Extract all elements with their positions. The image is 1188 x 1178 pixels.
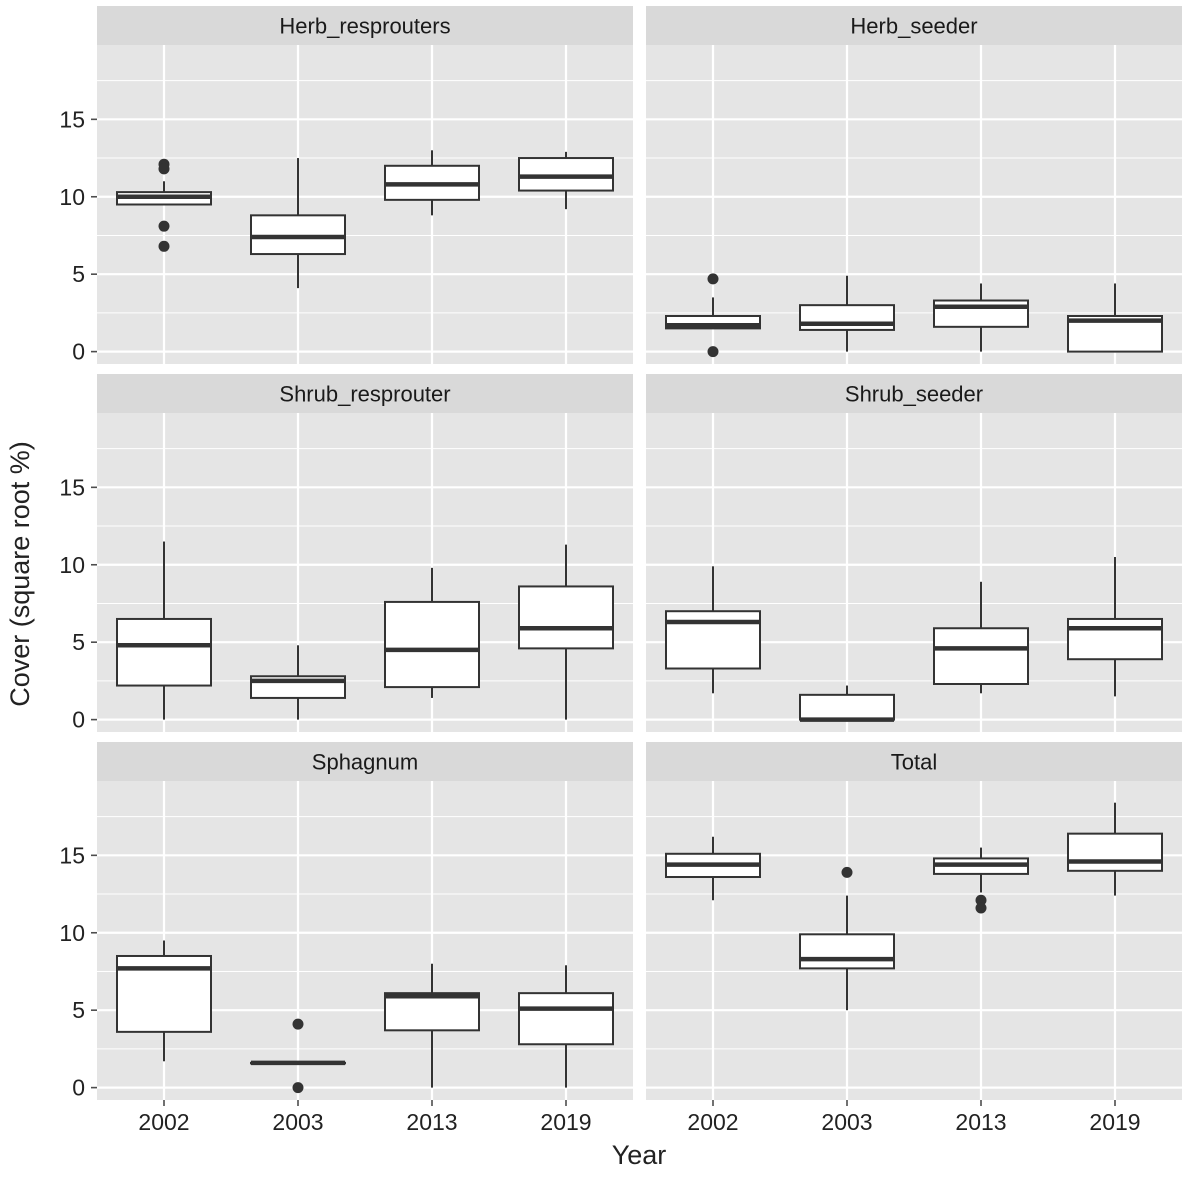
box-2019 — [518, 151, 614, 210]
facet-title: Shrub_seeder — [845, 382, 983, 407]
box-2003 — [799, 275, 895, 352]
y-axis-title: Cover (square root %) — [5, 441, 35, 707]
box-2003 — [250, 645, 346, 720]
box-2019 — [1067, 557, 1163, 697]
box-iqr — [518, 157, 614, 192]
box-iqr — [518, 585, 614, 650]
y-tick-label: 0 — [72, 707, 85, 733]
x-tick-label: 2003 — [821, 1109, 872, 1135]
y-tick-label: 5 — [72, 261, 85, 287]
facet-panels: Herb_resprouters Herb_seeder Shrub_resprou… — [97, 6, 1182, 1100]
panel-background — [646, 413, 1182, 732]
y-tick-label: 15 — [59, 106, 85, 132]
y-tick-label: 5 — [72, 997, 85, 1023]
y-tick-label: 10 — [59, 184, 85, 210]
box-iqr — [116, 617, 212, 687]
box-2003 — [250, 1018, 346, 1094]
box-2003 — [250, 158, 346, 289]
x-tick-label: 2013 — [406, 1109, 457, 1135]
y-tick-label: 15 — [59, 842, 85, 868]
outlier-point — [158, 163, 170, 175]
box-iqr — [799, 933, 895, 970]
facet-title: Shrub_resprouter — [279, 382, 450, 407]
box-2019 — [1067, 283, 1163, 353]
facet-panel: Herb_resprouters — [97, 6, 633, 364]
box-2002 — [116, 940, 212, 1062]
box-iqr — [250, 214, 346, 256]
box-2002 — [665, 836, 761, 901]
facet-panel: Shrub_resprouter — [97, 374, 633, 732]
x-tick-label: 2019 — [540, 1109, 591, 1135]
x-tick-label: 2002 — [687, 1109, 738, 1135]
box-iqr — [1067, 617, 1163, 661]
box-2002 — [665, 273, 761, 358]
box-2002 — [116, 541, 212, 720]
facet-strip — [97, 742, 633, 781]
box-2002 — [116, 158, 212, 252]
facet-title: Total — [891, 750, 937, 775]
facet-panel: Shrub_seeder — [646, 374, 1182, 732]
box-iqr — [799, 693, 895, 721]
box-2013 — [933, 847, 1029, 914]
y-tick-label: 10 — [59, 552, 85, 578]
box-2003 — [799, 685, 895, 722]
y-tick-label: 0 — [72, 339, 85, 365]
y-axes: 0 5 10 15 0 5 10 15 0 5 10 15 — [59, 106, 97, 1101]
box-2013 — [384, 963, 480, 1088]
facet-strip — [646, 742, 1182, 781]
outlier-point — [292, 1082, 304, 1094]
facet-title: Sphagnum — [312, 750, 418, 775]
y-tick-label: 10 — [59, 920, 85, 946]
x-axes: 2002 2003 2013 2019 2002 2003 2013 2019 — [138, 1100, 1141, 1135]
x-tick-label: 2013 — [955, 1109, 1006, 1135]
panel-background — [97, 781, 633, 1100]
facet-strip — [97, 6, 633, 45]
facet-strip — [97, 374, 633, 413]
box-iqr — [799, 304, 895, 331]
box-2002 — [665, 566, 761, 694]
facet-title: Herb_seeder — [850, 14, 977, 39]
y-tick-label: 5 — [72, 629, 85, 655]
x-tick-label: 2003 — [272, 1109, 323, 1135]
box-2003 — [799, 866, 895, 1011]
box-iqr — [1067, 832, 1163, 872]
outlier-point — [975, 902, 987, 914]
box-iqr — [933, 627, 1029, 685]
box-2019 — [518, 965, 614, 1088]
box-iqr — [384, 600, 480, 689]
x-tick-label: 2019 — [1089, 1109, 1140, 1135]
box-2019 — [518, 544, 614, 720]
box-2013 — [384, 567, 480, 698]
box-2013 — [933, 581, 1029, 694]
outlier-point — [707, 273, 719, 285]
y-tick-label: 0 — [72, 1075, 85, 1101]
facet-panel: Total — [646, 742, 1182, 1100]
box-iqr — [518, 992, 614, 1046]
facet-panel: Sphagnum — [97, 742, 633, 1100]
facet-title: Herb_resprouters — [279, 14, 450, 39]
outlier-point — [707, 346, 719, 358]
outlier-point — [158, 220, 170, 232]
box-2013 — [933, 283, 1029, 352]
outlier-point — [841, 866, 853, 878]
y-tick-label: 15 — [59, 474, 85, 500]
box-2019 — [1067, 802, 1163, 896]
box-2013 — [384, 150, 480, 216]
facet-panel: Herb_seeder — [646, 6, 1182, 364]
panel-background — [646, 45, 1182, 364]
box-iqr — [384, 992, 480, 1032]
facet-strip — [646, 6, 1182, 45]
facet-strip — [646, 374, 1182, 413]
outlier-point — [292, 1018, 304, 1030]
outlier-point — [158, 240, 170, 252]
x-tick-label: 2002 — [138, 1109, 189, 1135]
panel-background — [646, 781, 1182, 1100]
outlier-point — [975, 894, 987, 906]
x-axis-title: Year — [612, 1140, 667, 1170]
